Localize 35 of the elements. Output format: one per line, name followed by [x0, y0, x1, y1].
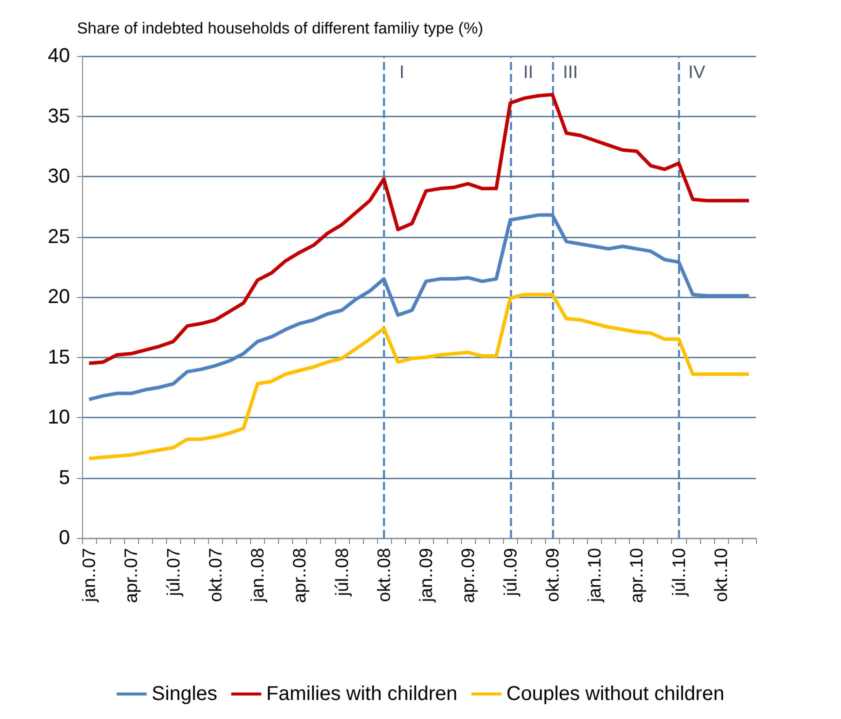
x-tick-label: apr..08 [290, 548, 310, 604]
legend-label: Singles [152, 683, 218, 705]
legend-label: Couples without children [506, 683, 724, 705]
y-tick-label: 30 [48, 166, 70, 188]
ref-line-label: I [399, 62, 404, 82]
line-series [87, 92, 751, 366]
y-tick-label: 15 [48, 346, 70, 368]
ref-line-label: IV [688, 62, 706, 82]
x-tick-label: júl..09 [500, 548, 520, 598]
y-tick-label: 35 [48, 105, 70, 128]
x-tick-label: júl..07 [163, 548, 184, 598]
x-tick-label: jan..07 [79, 548, 100, 604]
x-tick-label: apr..10 [626, 548, 647, 604]
x-tick-label: apr..09 [458, 548, 478, 604]
y-tick-label: 40 [48, 45, 70, 67]
line-series [87, 292, 751, 460]
y-tick-label: 10 [48, 406, 70, 428]
x-tick-label: jan..09 [416, 548, 436, 604]
x-tick-label: jan..08 [248, 548, 268, 604]
x-tick-label: okt..08 [374, 548, 394, 602]
x-tick-label: okt..09 [542, 548, 562, 602]
chart-title: Share of indebted households of different familiy type (%) [77, 20, 484, 38]
y-tick-label: 5 [58, 466, 70, 489]
ref-line-label: III [562, 62, 578, 82]
x-tick-label: jan..10 [584, 548, 605, 604]
legend-label: Families with children [266, 683, 458, 705]
y-tick-label: 0 [58, 527, 70, 549]
x-tick-label: apr..07 [121, 548, 142, 604]
x-tick-label: júl..08 [332, 548, 352, 598]
x-tick-label: okt..10 [710, 548, 731, 602]
y-tick-label: 20 [48, 286, 70, 308]
x-tick-label: okt..07 [205, 548, 226, 602]
x-tick-label: júl..10 [668, 548, 689, 598]
y-tick-label: 25 [48, 226, 70, 248]
ref-line-label: II [523, 62, 534, 82]
